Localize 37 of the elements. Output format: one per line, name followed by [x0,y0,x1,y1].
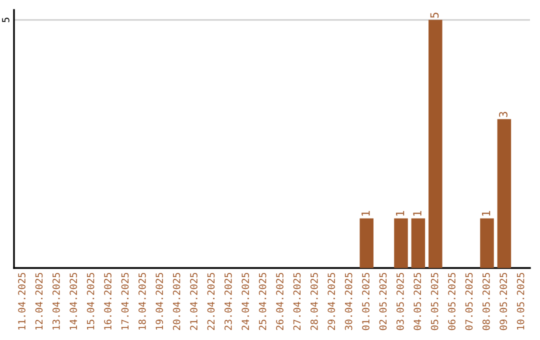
x-tick-label: 18.04.2025 [138,272,146,330]
x-tick-label: 17.04.2025 [121,272,129,330]
x-tick-label: 10.05.2025 [516,272,524,330]
x-tick-label: 19.04.2025 [156,272,164,330]
data-label: 1 [413,211,422,216]
x-tick-label: 24.04.2025 [242,272,250,330]
x-tick-label: 13.04.2025 [52,272,60,330]
x-tick-label: 26.04.2025 [276,272,284,330]
data-label: 1 [482,211,490,216]
x-tick-label: 16.04.2025 [104,272,112,330]
x-tick-label: 27.04.2025 [293,272,301,330]
x-tick-label: 07.05.2025 [465,272,473,330]
x-tick-label: 14.04.2025 [70,272,78,330]
x-tick-label: 06.05.2025 [448,272,456,330]
x-tick-label: 20.04.2025 [172,272,180,330]
x-tick-label: 22.04.2025 [207,272,215,330]
x-tick-label: 04.05.2025 [414,272,422,330]
x-tick-label: 28.04.2025 [310,272,318,330]
ref-line-label: 5 [2,18,10,22]
x-tick-label: 12.04.2025 [35,272,43,330]
x-tick-label: 05.05.2025 [430,272,438,330]
x-tick-label: 30.04.2025 [344,272,352,330]
x-tick-label: 01.05.2025 [362,272,370,330]
x-tick-label: 15.04.2025 [86,272,94,330]
x-tick-label: 25.04.2025 [258,272,266,330]
x-tick-label: 11.04.2025 [18,272,26,330]
data-label: 1 [362,211,370,216]
x-tick-label: 09.05.2025 [500,272,508,330]
x-tick-label: 21.04.2025 [190,272,198,330]
x-tick-label: 08.05.2025 [482,272,490,330]
data-label: 5 [430,12,439,18]
x-tick-label: 02.05.2025 [379,272,387,330]
x-tick-label: 23.04.2025 [224,272,232,330]
data-label: 3 [499,112,508,118]
x-tick-label: 29.04.2025 [328,272,336,330]
x-tick-label: 03.05.2025 [396,272,404,330]
data-label: 1 [396,211,404,216]
